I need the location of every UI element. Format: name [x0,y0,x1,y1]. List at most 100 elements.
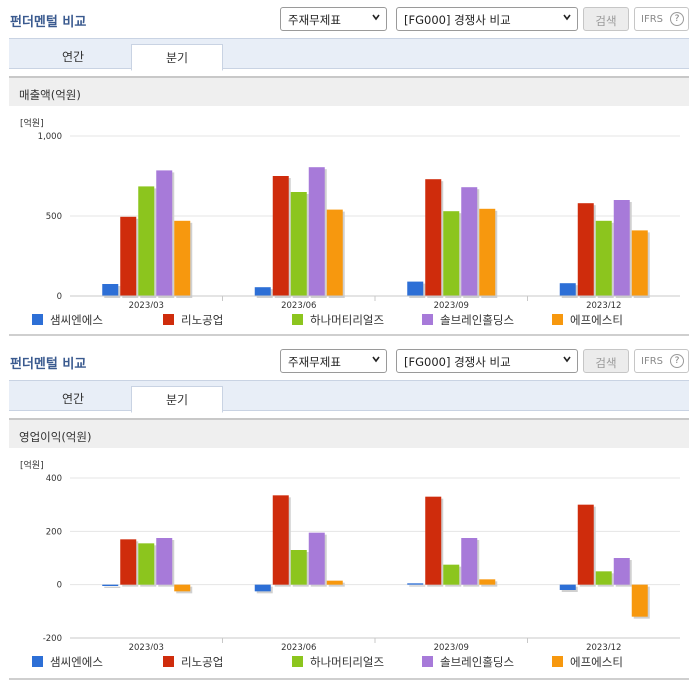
x-tick-label: 2023/03 [129,301,164,308]
legend-item-fst[interactable]: 에프에스티 [552,312,623,328]
legend-item-soulbrain[interactable]: 솔브레인홀딩스 [422,654,514,670]
x-tick-label: 2023/12 [586,643,621,650]
bar [461,538,478,585]
tab-annual[interactable]: 연간 [61,392,85,406]
tab-quarterly[interactable]: 분기 [131,44,223,71]
panel-title: 펀더멘털 비교 [10,15,87,30]
bar-shadow [104,586,121,588]
bar [272,495,289,585]
statement-type-select[interactable]: 주재무제표 [280,349,387,373]
bar [407,583,424,585]
legend-label: 에프에스티 [570,313,623,327]
comparison-group-select[interactable]: [FG000] 경쟁사 비교 [396,349,578,373]
bar [254,584,271,592]
bar [425,496,442,585]
comparison-group-value: [FG000] 경쟁사 비교 [404,355,511,369]
bar [461,187,478,296]
search-button[interactable]: 검색 [583,349,629,373]
legend-swatch [32,656,43,667]
legend-label: 에프에스티 [570,655,623,669]
y-tick-label: 200 [46,527,62,537]
y-tick-label: 0 [57,581,62,591]
bar-shadow [328,582,345,587]
y-tick-label: 500 [46,212,62,222]
legend-swatch [422,656,433,667]
legend-item-fst[interactable]: 에프에스티 [552,654,623,670]
legend-item-leeno[interactable]: 리노공업 [163,654,223,670]
bar [577,203,594,296]
chart-legend: 샘씨엔에스 리노공업 하나머티리얼즈 솔브레인홀딩스 에프에스티 [0,312,696,328]
fundamental-panel-1: 펀더멘털 비교 주재무제표 [FG000] 경쟁사 비교 검색 IFRS ? 연… [0,0,696,338]
operating-profit-bar-chart: [억원] -200 0 200 400 2023/03 2023/06 2023/09 2023… [20,459,680,650]
x-tick-label: 2023/03 [129,643,164,650]
period-tabs: 연간 분기 [9,38,689,71]
bar [156,538,173,585]
bar [290,550,307,585]
panel-divider [9,334,689,336]
legend-label: 하나머티리얼즈 [310,655,385,669]
bar [559,283,576,296]
fundamental-panel-2: 펀더멘털 비교 주재무제표 [FG000] 경쟁사 비교 검색 IFRS ? 연… [0,342,696,684]
y-tick-label: 1,000 [38,132,62,142]
panel-header: 펀더멘털 비교 주재무제표 [FG000] 경쟁사 비교 검색 IFRS ? [0,0,696,38]
ifrs-label: IFRS [641,14,663,25]
metric-subtitle: 매출액(억원) [9,76,689,106]
chevron-down-icon [372,356,380,363]
period-tabs: 연간 분기 [9,380,689,413]
bar [595,220,612,296]
chevron-down-icon [563,356,571,363]
legend-label: 솔브레인홀딩스 [440,655,515,669]
bar [102,584,119,586]
bar [138,186,155,296]
x-tick-label: 2023/09 [434,643,469,650]
panel-divider [9,678,689,680]
bar [613,200,630,296]
x-tick-label: 2023/09 [434,301,469,308]
ifrs-help-button[interactable]: IFRS ? [634,349,689,373]
ifrs-label: IFRS [641,356,663,367]
tab-annual[interactable]: 연간 [61,50,85,64]
metric-subtitle: 영업이익(억원) [9,418,689,448]
legend-item-leeno[interactable]: 리노공업 [163,312,223,328]
bar [559,584,576,590]
bar [479,208,496,296]
bar [174,584,191,592]
legend-label: 리노공업 [181,313,224,327]
y-tick-label: -200 [43,634,62,644]
y-unit-label: [억원] [20,459,44,471]
legend-swatch [552,314,563,325]
legend-item-hana[interactable]: 하나머티리얼즈 [292,654,384,670]
legend-label: 하나머티리얼즈 [310,313,385,327]
x-tick-label: 2023/06 [281,301,316,308]
legend-item-samsi[interactable]: 샘씨엔에스 [32,654,103,670]
chevron-down-icon [563,14,571,21]
bar [156,170,173,296]
y-tick-label: 0 [57,292,62,302]
bar [308,532,325,585]
tab-quarterly[interactable]: 분기 [131,386,223,413]
legend-label: 샘씨엔에스 [50,655,103,669]
bar [308,167,325,296]
legend-item-samsi[interactable]: 샘씨엔에스 [32,312,103,328]
legend-label: 샘씨엔에스 [50,313,103,327]
search-button[interactable]: 검색 [583,7,629,31]
revenue-bar-chart: [억원] 0 500 1,000 2023/03 2023/06 2023/09 2023/1… [20,117,680,308]
statement-type-select[interactable]: 주재무제표 [280,7,387,31]
legend-label: 리노공업 [181,655,224,669]
legend-swatch [163,656,174,667]
panel-title: 펀더멘털 비교 [10,357,87,372]
legend-item-soulbrain[interactable]: 솔브레인홀딩스 [422,312,514,328]
bar [272,176,289,296]
bar [631,230,648,296]
y-unit-label: [억원] [20,117,44,129]
legend-item-hana[interactable]: 하나머티리얼즈 [292,312,384,328]
legend-swatch [32,314,43,325]
help-icon: ? [670,354,684,368]
legend-swatch [292,656,303,667]
bar [326,209,343,296]
bar [120,216,137,296]
ifrs-help-button[interactable]: IFRS ? [634,7,689,31]
comparison-group-select[interactable]: [FG000] 경쟁사 비교 [396,7,578,31]
legend-swatch [422,314,433,325]
bar [407,281,424,296]
